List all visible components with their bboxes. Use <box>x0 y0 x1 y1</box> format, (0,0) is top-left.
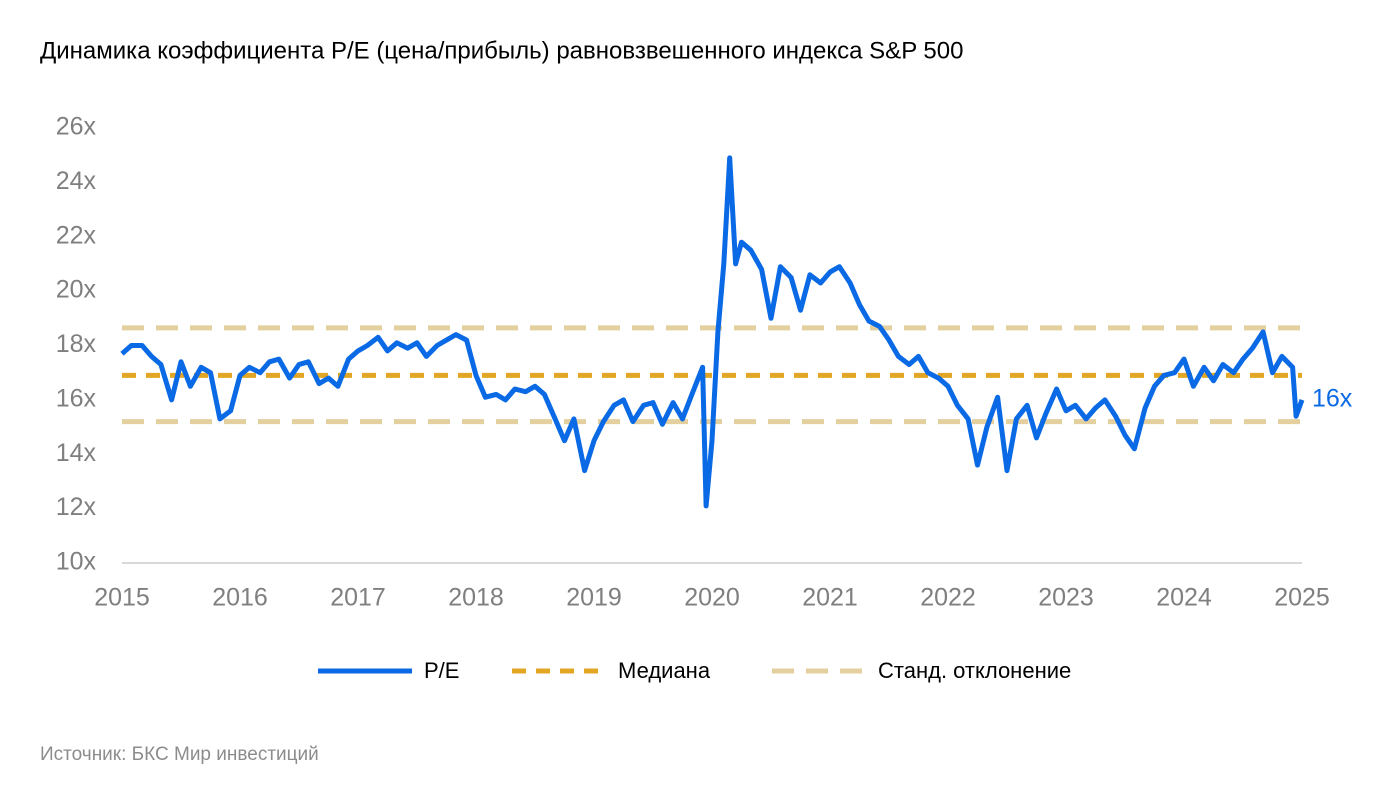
y-tick-label: 12x <box>56 493 97 521</box>
x-tick-label: 2024 <box>1156 584 1212 612</box>
x-tick-label: 2018 <box>448 584 504 612</box>
y-tick-label: 16x <box>56 384 97 412</box>
y-tick-label: 10x <box>56 548 97 576</box>
y-tick-label: 20x <box>56 276 97 304</box>
chart-title: Динамика коэффициента P/E (цена/прибыль)… <box>40 37 963 64</box>
x-tick-label: 2019 <box>566 584 622 612</box>
y-tick-label: 18x <box>56 330 97 358</box>
x-tick-label: 2023 <box>1038 584 1094 612</box>
legend-label: P/E <box>424 658 459 683</box>
pe-line <box>120 155 1305 509</box>
x-tick-label: 2021 <box>802 584 858 612</box>
y-tick-label: 26x <box>56 113 97 141</box>
x-tick-label: 2022 <box>920 584 976 612</box>
source: Источник: БКС Мир инвестиций <box>40 744 319 765</box>
legend-label: Медиана <box>618 658 711 683</box>
x-tick-label: 2025 <box>1274 584 1330 612</box>
x-tick-label: 2016 <box>212 584 268 612</box>
value-label: 16x <box>1312 384 1353 412</box>
x-tick-label: 2020 <box>684 584 740 612</box>
y-tick-label: 22x <box>56 221 97 249</box>
y-tick-label: 24x <box>56 167 97 195</box>
y-tick-label: 14x <box>56 439 97 467</box>
x-tick-label: 2017 <box>330 584 386 612</box>
legend-label: Станд. отклонение <box>878 658 1071 683</box>
x-tick-label: 2015 <box>94 584 150 612</box>
